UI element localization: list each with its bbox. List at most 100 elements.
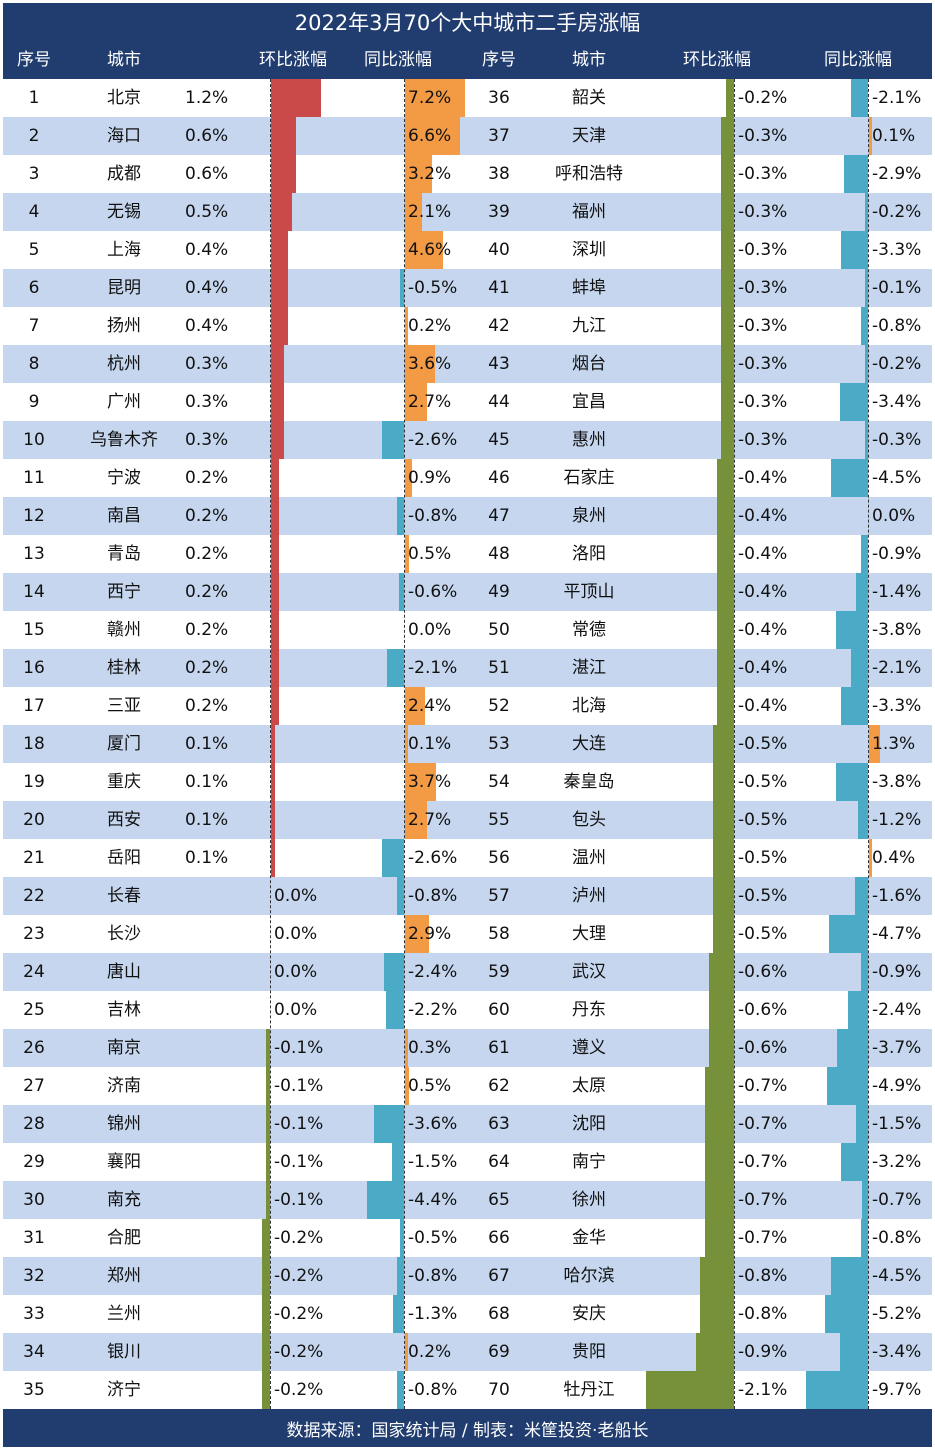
city-name: 福州	[572, 202, 606, 222]
mom-label: -0.5%	[738, 924, 788, 944]
mom-label: 0.4%	[185, 240, 229, 260]
mom-bar	[265, 1029, 270, 1067]
row-index: 52	[488, 696, 510, 716]
city-name: 长沙	[107, 924, 141, 944]
yoy-bar	[405, 687, 425, 725]
row-index: 50	[488, 620, 510, 640]
mom-label: -0.4%	[738, 620, 788, 640]
row-index: 51	[488, 658, 510, 678]
mom-bar	[271, 155, 297, 193]
table-row: 11 宁波 0.2% 0.9% 46 石家庄 -0.4% -4.5%	[3, 459, 932, 497]
yoy-bar	[837, 1029, 868, 1067]
row-index: 13	[23, 544, 45, 564]
table-row: 6 昆明 0.4% -0.5% 41 蚌埠 -0.3% -0.1%	[3, 269, 932, 307]
yoy-bar	[384, 953, 404, 991]
yoy-label: -2.6%	[408, 430, 458, 450]
yoy-label: -4.5%	[872, 1266, 922, 1286]
yoy-bar	[397, 877, 404, 915]
mom-axis-right	[734, 79, 735, 1409]
table-row: 22 长春 0.0% -0.8% 57 泸州 -0.5% -1.6%	[3, 877, 932, 915]
yoy-bar	[405, 345, 435, 383]
city-name: 蚌埠	[572, 278, 606, 298]
yoy-label: -3.7%	[872, 1038, 922, 1058]
row-index: 70	[488, 1380, 510, 1400]
mom-label: -0.3%	[738, 202, 788, 222]
table-row: 17 三亚 0.2% 2.4% 52 北海 -0.4% -3.3%	[3, 687, 932, 725]
row-index: 29	[23, 1152, 45, 1172]
mom-bar	[265, 1105, 270, 1143]
yoy-label: 0.0%	[408, 620, 452, 640]
mom-bar	[261, 1295, 270, 1333]
yoy-label: 0.0%	[872, 506, 916, 526]
yoy-bar	[865, 269, 868, 307]
row-index: 28	[23, 1114, 45, 1134]
row-index: 21	[23, 848, 45, 868]
mom-bar	[713, 725, 734, 763]
row-index: 41	[488, 278, 510, 298]
city-name: 太原	[572, 1076, 606, 1096]
yoy-bar	[869, 725, 880, 763]
chart-frame: 2022年3月70个大中城市二手房涨幅 序号 城市 环比涨幅 同比涨幅 序号 城…	[3, 3, 932, 1447]
city-name: 长春	[107, 886, 141, 906]
mom-label: -0.2%	[274, 1266, 324, 1286]
mom-label: -0.4%	[738, 544, 788, 564]
yoy-bar	[391, 1143, 404, 1181]
row-index: 63	[488, 1114, 510, 1134]
city-name: 丹东	[572, 1000, 606, 1020]
yoy-bar	[827, 1067, 868, 1105]
table-row: 26 南京 -0.1% 0.3% 61 遵义 -0.6% -3.7%	[3, 1029, 932, 1067]
city-name: 郑州	[107, 1266, 141, 1286]
yoy-bar	[382, 421, 404, 459]
mom-bar	[704, 1219, 734, 1257]
header-city-right: 城市	[572, 50, 606, 70]
yoy-label: -0.2%	[872, 354, 922, 374]
yoy-label: -3.3%	[872, 240, 922, 260]
mom-bar	[271, 801, 276, 839]
mom-label: 0.2%	[185, 544, 229, 564]
mom-label: 0.2%	[185, 658, 229, 678]
city-name: 岳阳	[107, 848, 141, 868]
yoy-label: 3.2%	[408, 164, 452, 184]
city-name: 大理	[572, 924, 606, 944]
mom-bar	[713, 801, 734, 839]
yoy-bar	[367, 1181, 404, 1219]
mom-bar	[708, 953, 734, 991]
row-index: 64	[488, 1152, 510, 1172]
city-name: 石家庄	[563, 468, 615, 488]
yoy-bar	[405, 1067, 410, 1105]
yoy-bar	[385, 991, 404, 1029]
table-row: 25 吉林 0.0% -2.2% 60 丹东 -0.6% -2.4%	[3, 991, 932, 1029]
mom-label: -0.5%	[738, 848, 788, 868]
yoy-label: -0.8%	[408, 1380, 458, 1400]
row-index: 23	[23, 924, 45, 944]
mom-label: -0.1%	[274, 1038, 324, 1058]
mom-label: 0.4%	[185, 278, 229, 298]
mom-label: -0.4%	[738, 696, 788, 716]
yoy-bar	[405, 1029, 408, 1067]
row-index: 4	[28, 202, 40, 222]
yoy-bar	[405, 307, 408, 345]
city-name: 安庆	[572, 1304, 606, 1324]
mom-bar	[261, 1219, 270, 1257]
mom-label: -0.3%	[738, 278, 788, 298]
mom-label: -0.1%	[274, 1190, 324, 1210]
mom-bar	[721, 421, 734, 459]
mom-bar	[717, 611, 734, 649]
table-row: 7 扬州 0.4% 0.2% 42 九江 -0.3% -0.8%	[3, 307, 932, 345]
mom-label: 0.2%	[185, 468, 229, 488]
mom-bar	[717, 687, 734, 725]
row-index: 54	[488, 772, 510, 792]
yoy-bar	[865, 421, 868, 459]
yoy-bar	[839, 383, 868, 421]
mom-label: 0.0%	[274, 1000, 318, 1020]
mom-bar	[700, 1295, 734, 1333]
mom-bar	[721, 155, 734, 193]
city-name: 烟台	[572, 354, 606, 374]
mom-label: -0.8%	[738, 1304, 788, 1324]
table-row: 2 海口 0.6% 6.6% 37 天津 -0.3% 0.1%	[3, 117, 932, 155]
mom-bar	[271, 687, 280, 725]
mom-bar	[271, 383, 284, 421]
table-row: 34 银川 -0.2% 0.2% 69 贵阳 -0.9% -3.4%	[3, 1333, 932, 1371]
mom-label: -0.6%	[738, 962, 788, 982]
yoy-bar	[843, 155, 868, 193]
